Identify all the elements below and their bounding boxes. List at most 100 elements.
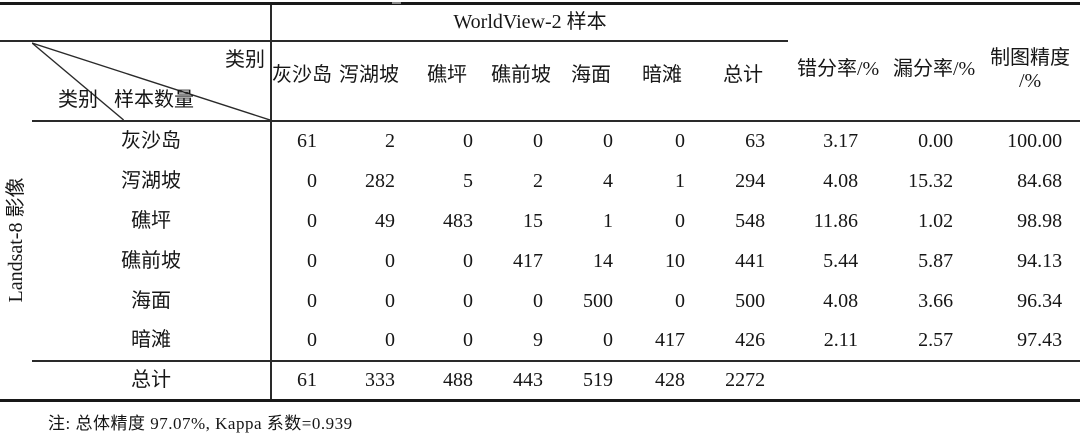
table-row: 灰沙岛 61 2 0 0 0 0 63 3.17 0.00 100.00 — [0, 120, 1080, 161]
matrix-cell: 10 — [665, 249, 685, 272]
matrix-cell: 0 — [603, 329, 613, 351]
mapping-accuracy-line2: /% — [1018, 70, 1042, 93]
row-label: 暗滩 — [32, 320, 272, 361]
matrix-cell: 9 — [533, 329, 543, 351]
metric-cell: 2.11 — [823, 329, 859, 351]
matrix-cell: 0 — [533, 130, 543, 152]
confusion-matrix-table: WorldView-2 样本 错分率/% 漏分率/% 制图精度 /% Lands… — [0, 2, 1080, 402]
matrix-cell: 2 — [533, 169, 543, 192]
matrix-cell: 0 — [307, 249, 317, 272]
metric-cell: 5.87 — [918, 249, 954, 272]
matrix-cell: 0 — [463, 249, 473, 272]
total-metric-empty — [888, 359, 981, 401]
matrix-cell: 417 — [513, 249, 543, 272]
matrix-cell: 0 — [385, 249, 395, 272]
col-header-jiaoping: 礁坪 — [408, 40, 486, 122]
metric-cell: 3.66 — [918, 289, 954, 312]
row-group-label: Landsat-8 影像 — [5, 177, 27, 302]
matrix-cell: 4 — [603, 169, 613, 192]
total-cell: 428 — [626, 359, 698, 401]
corner-row-category-label: 类别 — [58, 88, 98, 111]
row-label: 海面 — [32, 280, 272, 321]
matrix-cell: 2 — [385, 130, 395, 152]
matrix-cell: 0 — [385, 329, 395, 351]
commission-error-header: 错分率/% — [788, 3, 889, 122]
metric-cell: 5.44 — [823, 249, 859, 272]
col-header-haimian: 海面 — [556, 40, 626, 122]
matrix-cell: 483 — [443, 209, 473, 232]
metric-cell: 100.00 — [1007, 130, 1063, 152]
matrix-cell: 500 — [735, 289, 766, 312]
table-row: 礁前坡 0 0 0 417 14 10 441 5.44 5.87 94.13 — [0, 240, 1080, 281]
row-group-label-cell: Landsat-8 影像 — [0, 41, 32, 401]
matrix-cell: 15 — [523, 209, 543, 232]
metric-cell: 84.68 — [1017, 169, 1063, 192]
banner-row: WorldView-2 样本 错分率/% 漏分率/% 制图精度 /% — [0, 3, 1080, 122]
matrix-cell: 426 — [735, 329, 766, 351]
matrix-cell: 14 — [593, 249, 613, 272]
mapping-accuracy-line1: 制图精度 — [990, 46, 1071, 69]
matrix-cell: 441 — [735, 249, 766, 272]
diagonal-lines — [32, 41, 270, 120]
table-row: 海面 0 0 0 0 500 0 500 4.08 3.66 96.34 — [0, 280, 1080, 321]
metric-cell: 15.32 — [908, 169, 954, 192]
metric-cell: 4.08 — [823, 169, 859, 192]
metric-cell: 11.86 — [813, 209, 859, 232]
matrix-cell: 500 — [583, 289, 613, 312]
total-row-label: 总计 — [32, 359, 272, 401]
diagonal-header-cell: 类别 类别 样本数量 — [32, 40, 272, 122]
metric-cell: 97.43 — [1017, 329, 1063, 351]
matrix-cell: 0 — [675, 209, 685, 232]
matrix-cell: 0 — [533, 289, 543, 312]
total-cell: 61 — [271, 359, 330, 401]
table-row: 礁坪 0 49 483 15 1 0 548 11.86 1.02 98.98 — [0, 200, 1080, 241]
matrix-cell: 294 — [735, 169, 766, 192]
sample-source-header: WorldView-2 样本 — [271, 3, 789, 42]
metric-cell: 0.00 — [918, 130, 954, 152]
total-metric-empty — [788, 359, 889, 401]
metric-cell: 98.98 — [1017, 209, 1063, 232]
total-cell: 443 — [486, 359, 556, 401]
table-row: 泻湖坡 0 282 5 2 4 1 294 4.08 15.32 84.68 — [0, 160, 1080, 201]
metric-cell: 94.13 — [1017, 249, 1063, 272]
matrix-cell: 61 — [297, 130, 317, 152]
matrix-cell: 417 — [655, 329, 685, 351]
corner-column-category-label: 类别 — [225, 48, 265, 71]
total-cell: 488 — [408, 359, 486, 401]
row-label: 礁坪 — [32, 200, 272, 241]
mapping-accuracy-header: 制图精度 /% — [980, 3, 1080, 122]
total-cell: 2272 — [698, 359, 789, 401]
col-header-antan: 暗滩 — [626, 40, 698, 122]
row-label: 礁前坡 — [32, 240, 272, 281]
matrix-cell: 1 — [603, 209, 613, 232]
omission-error-header: 漏分率/% — [888, 3, 981, 122]
col-header-xiehupo: 泻湖坡 — [330, 40, 408, 122]
metric-cell: 3.17 — [823, 130, 859, 152]
row-label: 泻湖坡 — [32, 160, 272, 201]
scan-artifact — [392, 2, 401, 4]
total-cell: 333 — [330, 359, 408, 401]
metric-cell: 4.08 — [823, 289, 859, 312]
metric-cell: 96.34 — [1017, 289, 1063, 312]
matrix-cell: 49 — [375, 209, 395, 232]
matrix-cell: 0 — [675, 289, 685, 312]
matrix-cell: 0 — [307, 289, 317, 312]
column-header-row: Landsat-8 影像 类别 类别 样本数量 灰沙岛 泻湖坡 礁坪 礁前坡 海… — [0, 40, 1080, 302]
corner-empty-cell — [0, 3, 272, 42]
matrix-cell: 0 — [307, 329, 317, 351]
metric-cell: 1.02 — [918, 209, 954, 232]
row-label: 灰沙岛 — [32, 120, 272, 161]
matrix-cell: 0 — [463, 329, 473, 351]
total-metric-empty — [980, 359, 1080, 401]
matrix-cell: 0 — [463, 289, 473, 312]
matrix-cell: 282 — [365, 169, 395, 192]
col-header-total: 总计 — [698, 40, 789, 122]
matrix-cell: 1 — [675, 169, 685, 192]
matrix-cell: 63 — [745, 130, 766, 152]
matrix-cell: 0 — [463, 130, 473, 152]
col-header-huishadao: 灰沙岛 — [271, 40, 332, 122]
matrix-cell: 0 — [675, 130, 685, 152]
table-row: 暗滩 0 0 0 9 0 417 426 2.11 2.57 97.43 — [0, 320, 1080, 361]
matrix-cell: 0 — [603, 130, 613, 152]
